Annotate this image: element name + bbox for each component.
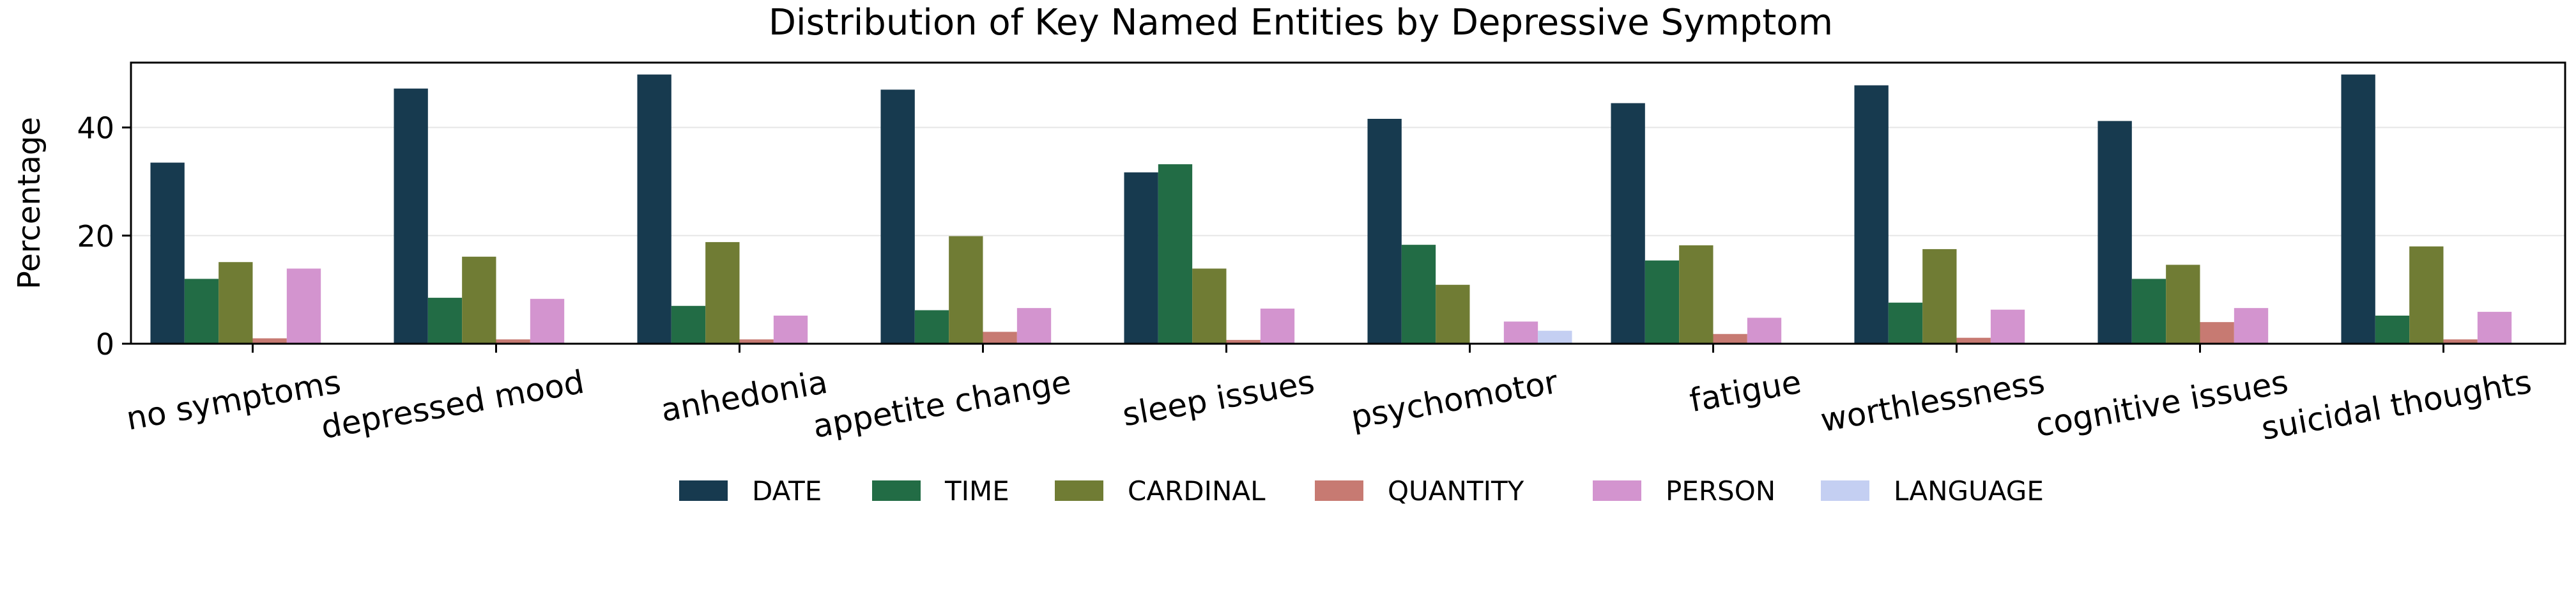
legend-label: LANGUAGE [1894, 475, 2044, 507]
bar-cardinal [949, 236, 983, 344]
y-tick-label: 40 [77, 111, 114, 146]
legend-item: QUANTITY [1315, 475, 1524, 507]
bar-date [637, 74, 671, 344]
x-tick-label: cognitive issues [2033, 364, 2291, 445]
x-tick-label: fatigue [1687, 364, 1804, 420]
bar-date [1854, 85, 1889, 344]
x-tick-label: anhedonia [658, 364, 830, 429]
legend-label: CARDINAL [1128, 475, 1266, 507]
bar-date [2341, 74, 2375, 344]
bars [150, 74, 2512, 344]
bar-time [1888, 302, 1923, 344]
plot-frame [130, 61, 2566, 345]
bar-date [150, 162, 185, 344]
bar-person [2234, 308, 2269, 344]
legend-swatch [1593, 480, 1641, 501]
legend-swatch [1315, 480, 1363, 501]
bar-date [1124, 172, 1158, 344]
legend-item: CARDINAL [1055, 475, 1266, 507]
bar-cardinal [1192, 268, 1227, 344]
bar-person [2477, 312, 2512, 344]
legend-label: PERSON [1666, 475, 1775, 507]
bar-quantity [2200, 322, 2234, 344]
bar-person [1016, 308, 1052, 344]
bar-person [1260, 309, 1295, 344]
bar-time [2131, 279, 2166, 344]
bar-time [427, 298, 463, 344]
legend-swatch [1821, 480, 1869, 501]
bar-date [2097, 121, 2132, 344]
y-tick-label: 20 [77, 219, 114, 254]
legend-item: TIME [872, 475, 1009, 507]
legend-label: DATE [752, 475, 822, 507]
bar-time [671, 305, 706, 344]
bar-date [1611, 103, 1645, 344]
bar-person [1747, 318, 1782, 344]
legend-swatch [1055, 480, 1103, 501]
y-axis-label: Percentage [12, 117, 47, 289]
bar-person [1990, 309, 2025, 344]
legend-item: LANGUAGE [1821, 475, 2044, 507]
bar-cardinal [2166, 264, 2200, 344]
bar-person [1503, 321, 1538, 344]
bar-quantity [739, 339, 774, 344]
legend-item: DATE [679, 475, 822, 507]
bar-date [1367, 119, 1402, 344]
x-tick-label: sleep issues [1120, 364, 1317, 434]
bar-person [286, 268, 321, 344]
legend-swatch [679, 480, 728, 501]
y-tick-label: 0 [96, 327, 114, 362]
x-tick-label: psychomotor [1348, 364, 1561, 436]
bar-cardinal [1436, 284, 1470, 344]
bar-quantity [496, 339, 530, 344]
legend-label: TIME [944, 475, 1009, 507]
x-tick-label: worthlessness [1818, 364, 2047, 440]
bar-date [880, 89, 915, 344]
legend-label: QUANTITY [1388, 475, 1524, 507]
bar-time [1158, 164, 1193, 344]
bar-time [1401, 245, 1436, 344]
bar-quantity [1226, 340, 1261, 344]
x-tick-label: suicidal thoughts [2258, 364, 2534, 447]
chart-title: Distribution of Key Named Entities by De… [769, 2, 1833, 43]
legend-item: PERSON [1593, 475, 1775, 507]
bar-cardinal [462, 256, 496, 344]
bar-quantity [983, 332, 1017, 344]
bar-cardinal [1922, 249, 1957, 344]
bar-time [1644, 260, 1680, 344]
bar-cardinal [218, 262, 253, 344]
bar-quantity [1956, 337, 1991, 344]
legend: DATE TIME CARDINAL QUANTITY PERSON LANGUAGE [679, 475, 2044, 507]
bar-quantity [2443, 339, 2478, 344]
x-tick-label: appetite change [810, 364, 1074, 445]
bar-date [394, 88, 428, 344]
bar-time [2375, 316, 2410, 344]
bar-cardinal [2409, 246, 2444, 344]
bar-person [773, 316, 808, 344]
bar-language [1538, 330, 1572, 344]
bar-cardinal [1679, 245, 1713, 344]
x-tick-label: no symptoms [123, 364, 343, 438]
bar-time [184, 279, 219, 344]
bar-person [530, 298, 565, 344]
bar-cardinal [705, 241, 740, 344]
x-tick-label: depressed mood [318, 364, 586, 446]
y-axis: 0 20 40 [77, 111, 131, 362]
bar-quantity [252, 338, 287, 344]
legend-swatch [872, 480, 921, 501]
bar-quantity [1713, 334, 1747, 344]
bar-time [914, 310, 949, 344]
